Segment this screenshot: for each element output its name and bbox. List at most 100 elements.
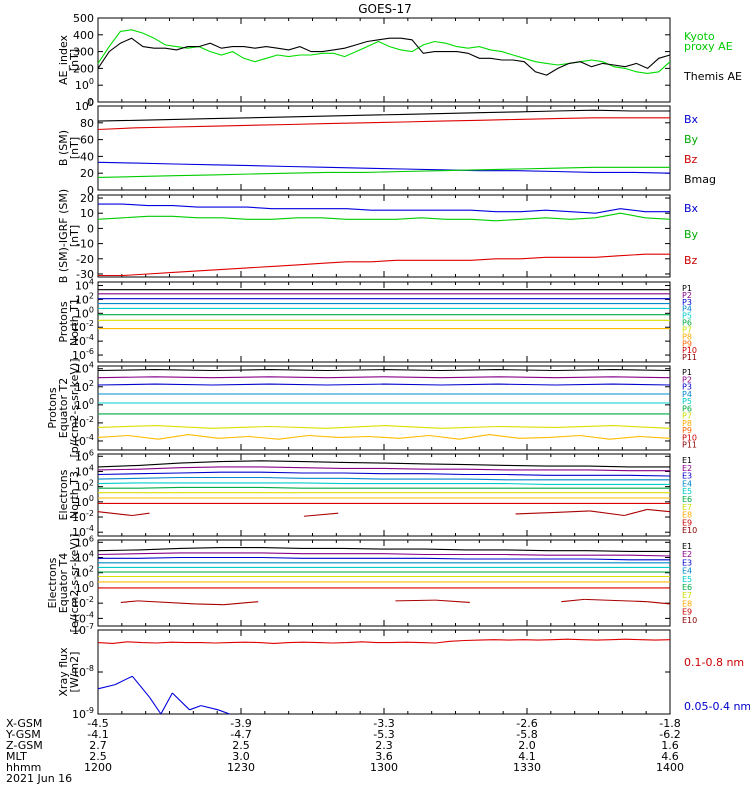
x-axis-row-label: MLT xyxy=(6,750,27,763)
sparse-segment-xray_blue xyxy=(189,705,202,711)
x-axis-table: X-GSM -4.5 -3.9 -3.3 -2.6 -1.8 Y-GSM -4.1 -4.7 -5… xyxy=(5,717,684,785)
x-axis-row-value: 2.5 xyxy=(232,739,250,752)
y-axis-label: Equator T4 xyxy=(57,553,70,613)
y-tick-label: 100 xyxy=(75,305,94,320)
sparse-segment-xray_blue xyxy=(217,709,230,715)
x-axis-row-value: 3.6 xyxy=(375,750,393,763)
legend-label: E7 xyxy=(682,503,692,512)
series-line-p3 xyxy=(97,383,671,386)
legend-label: P4 xyxy=(682,390,692,399)
y-tick-label: 100 xyxy=(75,77,94,92)
y-axis-label: North T1 xyxy=(68,298,81,346)
x-axis-row-label: Z-GSM xyxy=(6,739,43,752)
y-tick-label: 10-2 xyxy=(72,509,94,524)
panel-frame xyxy=(97,17,671,103)
x-axis-row-value: -2.6 xyxy=(516,717,537,730)
legend-label: Bx xyxy=(684,113,699,126)
legend-label: Kyoto xyxy=(684,30,715,43)
series-line-e6 xyxy=(98,486,670,489)
legend-label: P9 xyxy=(682,339,692,348)
series-line-0-1-0-8-nm xyxy=(97,638,671,644)
sparse-segment-en xyxy=(589,510,625,517)
y-tick-label: 500 xyxy=(73,12,94,25)
series-line-p2 xyxy=(97,376,671,379)
x-axis-row-value: 1300 xyxy=(370,761,398,774)
plot-title: GOES-17 xyxy=(358,2,412,16)
x-axis-row-value: -4.1 xyxy=(87,728,108,741)
y-axis-label: [nT] xyxy=(68,225,81,247)
sparse-segment-xray_blue xyxy=(149,696,162,715)
series-line-e3 xyxy=(98,556,670,561)
series-line-p1 xyxy=(97,369,671,372)
x-axis-row-value: 3.0 xyxy=(232,750,250,763)
y-tick-label: 10-4 xyxy=(72,333,94,348)
x-axis-row-value: -1.8 xyxy=(659,717,680,730)
x-axis-row-value: -5.8 xyxy=(516,728,537,741)
sparse-segment-ee xyxy=(584,598,648,603)
y-tick-label: 104 xyxy=(75,550,94,565)
series-line-e3 xyxy=(97,471,671,477)
sparse-segment-ee xyxy=(138,600,196,605)
y-tick-label: 40 xyxy=(80,150,94,163)
x-axis-row-value: 4.6 xyxy=(661,750,679,763)
sparse-segment-xray_blue xyxy=(97,684,116,690)
y-tick-label: 10-8 xyxy=(72,664,94,679)
y-tick-label: 20 xyxy=(80,192,94,205)
legend-label: E3 xyxy=(682,558,692,567)
sparse-segment-en xyxy=(303,512,339,517)
y-tick-label: 100 xyxy=(75,397,94,412)
legend-label: E2 xyxy=(682,550,692,559)
sparse-segment-ee xyxy=(195,603,224,606)
legend-label: P5 xyxy=(682,312,692,321)
legend-label: P1 xyxy=(682,368,692,377)
y-tick-label: 0 xyxy=(87,96,94,109)
x-axis-row-value: 1.6 xyxy=(661,739,679,752)
series-line-themis-ae xyxy=(97,37,671,76)
y-tick-label: 10-2 xyxy=(72,319,94,334)
y-tick-label: 100 xyxy=(75,494,94,509)
y-axis-label: B (SM) xyxy=(57,130,70,166)
legend-label: P9 xyxy=(682,426,692,435)
y-tick-label: 102 xyxy=(75,565,94,580)
sparse-segment-xray_blue xyxy=(171,692,190,711)
legend-label: P8 xyxy=(682,419,692,428)
legend-label: E10 xyxy=(682,526,697,535)
series-line-p7 xyxy=(97,425,671,429)
y-tick-label: -20 xyxy=(76,253,94,266)
y-tick-label: 10-4 xyxy=(72,524,94,539)
legend-label: E8 xyxy=(682,599,692,608)
x-axis-row-value: 2.5 xyxy=(89,750,107,763)
y-tick-label: 10-7 xyxy=(72,622,94,637)
y-tick-label: 10-9 xyxy=(72,706,94,721)
series-line-e1 xyxy=(97,547,670,552)
legend-label: Themis AE xyxy=(683,70,742,83)
y-tick-label: 102 xyxy=(75,291,94,306)
legend-label: By xyxy=(684,228,699,241)
y-tick-label: 20 xyxy=(80,167,94,180)
y-tick-label: 80 xyxy=(80,117,94,130)
x-axis-row-value: 2.7 xyxy=(89,739,107,752)
y-tick-label: 106 xyxy=(75,448,94,463)
x-axis-row-value: -3.3 xyxy=(373,717,394,730)
series-line-e5 xyxy=(97,482,670,485)
y-axis-label: Protons xyxy=(57,301,70,342)
sparse-segment-ee xyxy=(395,599,436,602)
y-tick-label: 104 xyxy=(75,463,94,478)
legend-label: E2 xyxy=(682,464,692,473)
series-line-by xyxy=(97,212,671,222)
sparse-segment-en xyxy=(132,512,150,517)
series-line-bz xyxy=(97,117,670,131)
legend-label: Bz xyxy=(684,153,698,166)
x-axis-row-value: 1230 xyxy=(227,761,255,774)
sparse-segment-xray_blue xyxy=(200,705,219,711)
sparse-segment-ee xyxy=(120,600,139,603)
series-line-e2 xyxy=(97,466,670,472)
y-tick-label: 10-2 xyxy=(72,595,94,610)
y-tick-label: 60 xyxy=(80,134,94,147)
legend-label: proxy AE xyxy=(684,40,733,53)
y-tick-label: 10-2 xyxy=(72,415,94,430)
